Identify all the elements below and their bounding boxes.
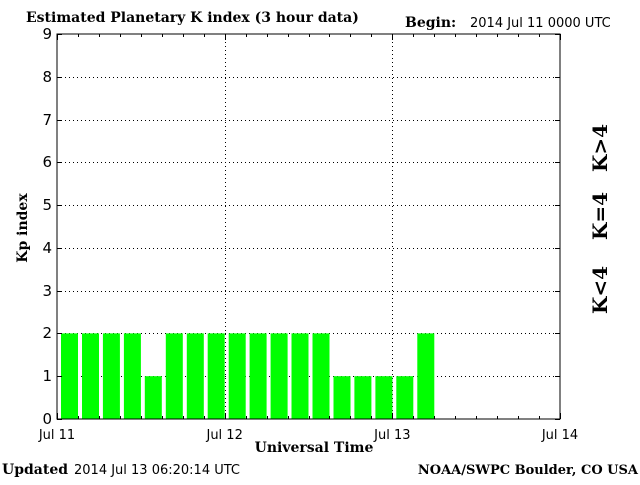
kp-bar [333,376,351,419]
kp-bar [82,333,99,419]
kp-bar [61,333,78,419]
x-tick-label: Jul 13 [373,428,410,443]
kp-bar [228,333,246,419]
y-tick-label: 4 [42,239,52,257]
legend-k-equal-4: K=4 [588,192,612,240]
kp-bar [312,333,330,419]
x-tick-label: Jul 11 [38,428,75,443]
kp-bar [123,333,141,419]
legend-k-greater-4: K>4 [588,124,612,172]
grid-lines [57,34,560,419]
updated-label: Updated [2,462,68,478]
kp-bar [396,376,414,419]
begin-value: 2014 Jul 11 0000 UTC [470,16,611,31]
y-tick-label: 1 [42,367,52,385]
kp-bar [291,333,309,419]
plot-frame [56,33,561,420]
x-tick-label: Jul 14 [541,428,578,443]
source-credit: NOAA/SWPC Boulder, CO USA [418,463,639,478]
y-tick-label: 9 [42,25,52,43]
y-axis-label: Kp index [15,193,31,263]
chart-title: Estimated Planetary K index (3 hour data… [26,10,359,26]
y-axis-ticks: 0 1 2 3 4 5 6 7 8 9 [42,25,560,428]
kp-bar [249,333,267,419]
kp-bar [375,376,393,419]
kp-bar [354,376,372,419]
y-tick-label: 7 [42,111,52,129]
bars-group [61,333,435,419]
y-tick-label: 5 [42,196,52,214]
y-tick-label: 0 [42,410,52,428]
x-axis-ticks: Jul 11 Jul 12 Jul 13 Jul 14 [38,34,578,443]
kp-bar [102,333,120,419]
begin-label: Begin: [405,15,456,31]
y-tick-label: 2 [42,324,52,342]
y-tick-label: 6 [42,153,52,171]
y-tick-label: 8 [42,68,52,86]
x-tick-label: Jul 12 [205,428,242,443]
updated-value: 2014 Jul 13 06:20:14 UTC [74,463,240,478]
legend-k-less-4: K<4 [588,266,612,314]
kp-bar [417,333,435,419]
kp-bar [186,333,204,419]
kp-bar [207,333,225,419]
x-axis-label: Universal Time [255,440,374,456]
kp-bar [270,333,288,419]
y-tick-label: 3 [42,282,52,300]
kp-bar [144,376,162,419]
kp-bar [165,333,183,419]
